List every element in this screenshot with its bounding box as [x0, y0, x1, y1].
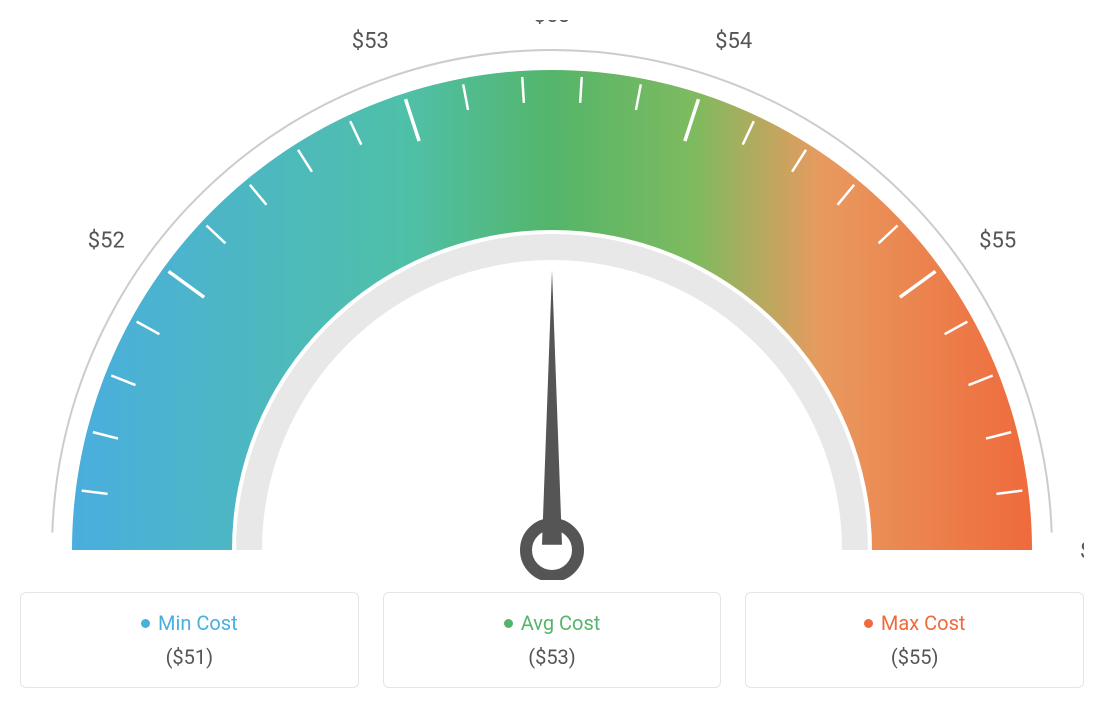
legend-dot-min — [141, 619, 150, 628]
gauge-svg-container: $51 $52 $53 $53 $54 $55 $55 — [20, 20, 1084, 580]
legend-value-min: ($51) — [41, 645, 338, 669]
cost-gauge-chart: $51 $52 $53 $53 $54 $55 $55 Min Cost ($51) Avg… — [20, 20, 1084, 688]
svg-text:$53: $53 — [533, 20, 570, 28]
svg-text:$54: $54 — [715, 29, 752, 54]
legend-label-avg: Avg Cost — [521, 611, 601, 635]
legend-title-max: Max Cost — [864, 611, 966, 635]
legend-title-avg: Avg Cost — [504, 611, 601, 635]
legend-value-avg: ($53) — [404, 645, 701, 669]
legend-label-min: Min Cost — [158, 611, 238, 635]
svg-text:$53: $53 — [352, 29, 389, 54]
legend-label-max: Max Cost — [881, 611, 966, 635]
legend-dot-avg — [504, 619, 513, 628]
gauge-svg: $51 $52 $53 $53 $54 $55 $55 — [20, 20, 1084, 580]
svg-text:$55: $55 — [1080, 539, 1084, 564]
legend-card-max: Max Cost ($55) — [745, 592, 1084, 688]
legend-value-max: ($55) — [766, 645, 1063, 669]
legend-title-min: Min Cost — [141, 611, 238, 635]
svg-text:$51: $51 — [20, 539, 24, 564]
legend-row: Min Cost ($51) Avg Cost ($53) Max Cost (… — [20, 592, 1084, 688]
legend-dot-max — [864, 619, 873, 628]
svg-text:$55: $55 — [979, 229, 1016, 254]
legend-card-avg: Avg Cost ($53) — [383, 592, 722, 688]
legend-card-min: Min Cost ($51) — [20, 592, 359, 688]
svg-text:$52: $52 — [88, 229, 125, 254]
